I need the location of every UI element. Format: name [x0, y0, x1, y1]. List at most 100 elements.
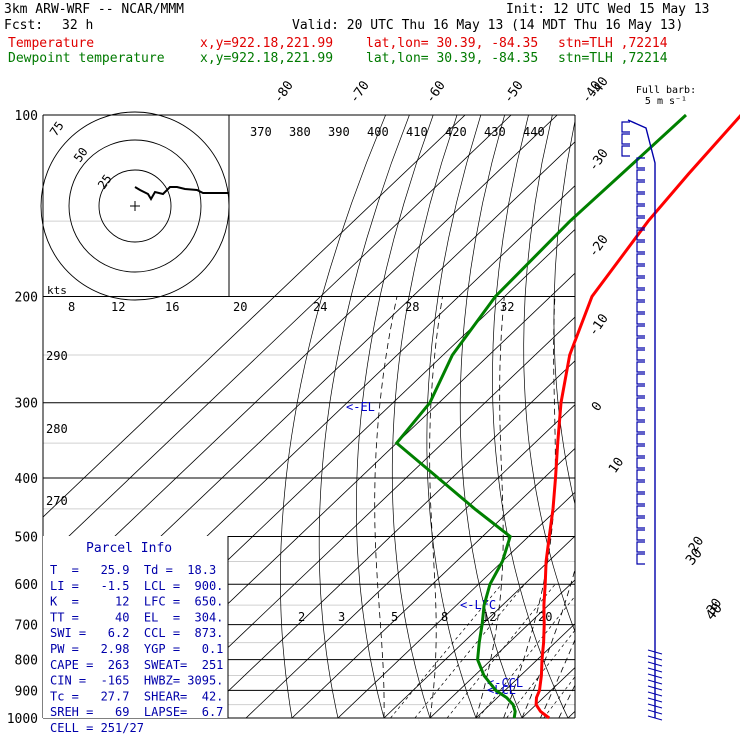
mixing-ratio-label: 12 — [482, 610, 496, 624]
wind-barb — [636, 385, 645, 397]
dewpoint-line — [394, 113, 688, 719]
wind-barb — [636, 433, 645, 445]
wind-barb — [647, 649, 663, 655]
level-annotation: <-LFC — [460, 598, 496, 612]
isotherm — [153, 316, 575, 718]
temperature-tick-label: 0 — [589, 399, 606, 414]
wind-barb — [636, 421, 645, 433]
hodograph-axis-label: 8 — [68, 300, 75, 314]
mixing-ratio-line — [543, 676, 575, 718]
dry-adiabat — [553, 118, 575, 506]
hodograph-trace — [134, 186, 229, 201]
pressure-tick-label: 800 — [15, 654, 38, 669]
dry-adiabat-label: 270 — [46, 494, 68, 508]
init-time: Init: 12 UTC Wed 15 May 13 — [506, 2, 710, 17]
pressure-tick-label: 900 — [15, 684, 38, 699]
wind-barb — [636, 517, 645, 529]
pressure-tick-label: 400 — [15, 472, 38, 487]
barb-staff — [627, 119, 656, 718]
parcel-row: TT = 40 EL = 304. — [50, 610, 223, 624]
parcel-row: Tc = 27.7 SHEAR= 42. — [50, 689, 223, 703]
theta-e-label: 370 — [250, 125, 272, 139]
theta-e-label: 410 — [406, 125, 428, 139]
isotherm — [475, 623, 575, 718]
wind-barb — [636, 553, 645, 565]
hodograph-ring — [68, 139, 202, 273]
wind-barb — [647, 685, 663, 691]
temperature-line — [534, 114, 740, 720]
pressure-tick-label: 600 — [15, 578, 38, 593]
hodograph-axis-label: 28 — [405, 300, 419, 314]
temperature-tick-label: -30 — [586, 146, 612, 174]
wind-barb — [647, 697, 663, 703]
dry-adiabat — [318, 115, 410, 718]
isotherm — [245, 404, 575, 718]
wind-barb — [636, 541, 645, 553]
wind-barb — [636, 493, 645, 505]
theta-e-label: 430 — [484, 125, 506, 139]
parcel-row: T = 25.9 Td = 18.3 — [50, 563, 216, 577]
theta-e-label: 400 — [367, 125, 389, 139]
isotherm — [567, 710, 575, 718]
pressure-tick-label: 700 — [15, 619, 38, 634]
hodograph-axis-label: 24 — [313, 300, 327, 314]
wind-barb — [621, 133, 630, 145]
wind-barb — [636, 265, 645, 277]
moist-adiabat — [540, 638, 575, 718]
forecast-label: Fcst: — [4, 18, 44, 33]
mixing-ratio-label: 3 — [338, 610, 345, 624]
mixing-ratio-label: 8 — [441, 610, 448, 624]
moist-adiabat — [558, 684, 575, 718]
wind-barb — [636, 397, 645, 409]
model-title: 3km ARW-WRF -- NCAR/MMM — [4, 2, 185, 17]
temperature-xy: x,y=922.18,221.99 — [200, 36, 334, 51]
moist-adiabat — [577, 297, 740, 719]
dry-adiabat — [459, 115, 523, 718]
wind-barb — [636, 181, 645, 193]
isotherm — [43, 115, 512, 562]
wind-barb — [636, 157, 645, 169]
wind-barb — [647, 661, 663, 667]
hodograph-ring-label: 50 — [71, 145, 91, 165]
dewpoint-stn: stn=TLH ,72214 — [558, 51, 668, 66]
wind-barb — [636, 289, 645, 301]
wind-barb — [636, 445, 645, 457]
mixing-ratio-label: 5 — [391, 610, 398, 624]
isotherm-top-label: -80 — [271, 78, 297, 106]
wind-barb — [636, 481, 645, 493]
isotherm — [43, 115, 466, 518]
temperature-tick-label: 30 — [704, 596, 725, 617]
hodograph-axis-label: 12 — [111, 300, 125, 314]
parcel-row: PW = 2.98 YGP = 0.1 — [50, 642, 223, 656]
theta-e-label: 420 — [445, 125, 467, 139]
valid-time: Valid: 20 UTC Thu 16 May 13 (14 MDT Thu … — [292, 18, 684, 33]
wind-barb — [636, 457, 645, 469]
parcel-row: K = 12 LFC = 650. — [50, 595, 223, 609]
dry-adiabat-label: 290 — [46, 349, 68, 363]
isotherm — [660, 115, 740, 718]
isotherm — [199, 360, 575, 718]
wind-barb — [636, 313, 645, 325]
isotherm-top-label: -70 — [347, 78, 373, 106]
pressure-tick-label: 100 — [15, 109, 38, 124]
wind-barb — [647, 655, 663, 661]
temperature-legend: Temperature — [8, 36, 95, 51]
wind-barbs — [621, 119, 663, 721]
dewpoint-xy: x,y=922.18,221.99 — [200, 51, 334, 66]
parcel-row: CELL = 251/27 — [50, 721, 144, 735]
dry-adiabat — [523, 115, 575, 633]
wind-barb — [636, 373, 645, 385]
wind-barb — [636, 325, 645, 337]
parcel-title: Parcel Info — [86, 541, 172, 556]
theta-e-label: 440 — [523, 125, 545, 139]
moist-adiabat — [429, 296, 443, 718]
hodograph-ring — [98, 169, 172, 243]
wind-barb — [647, 709, 663, 715]
wind-barb — [636, 169, 645, 181]
wind-barb — [636, 253, 645, 265]
wind-barb — [636, 229, 645, 241]
wind-barb — [647, 691, 663, 697]
dry-adiabat — [426, 115, 482, 718]
isotherm — [291, 447, 575, 718]
